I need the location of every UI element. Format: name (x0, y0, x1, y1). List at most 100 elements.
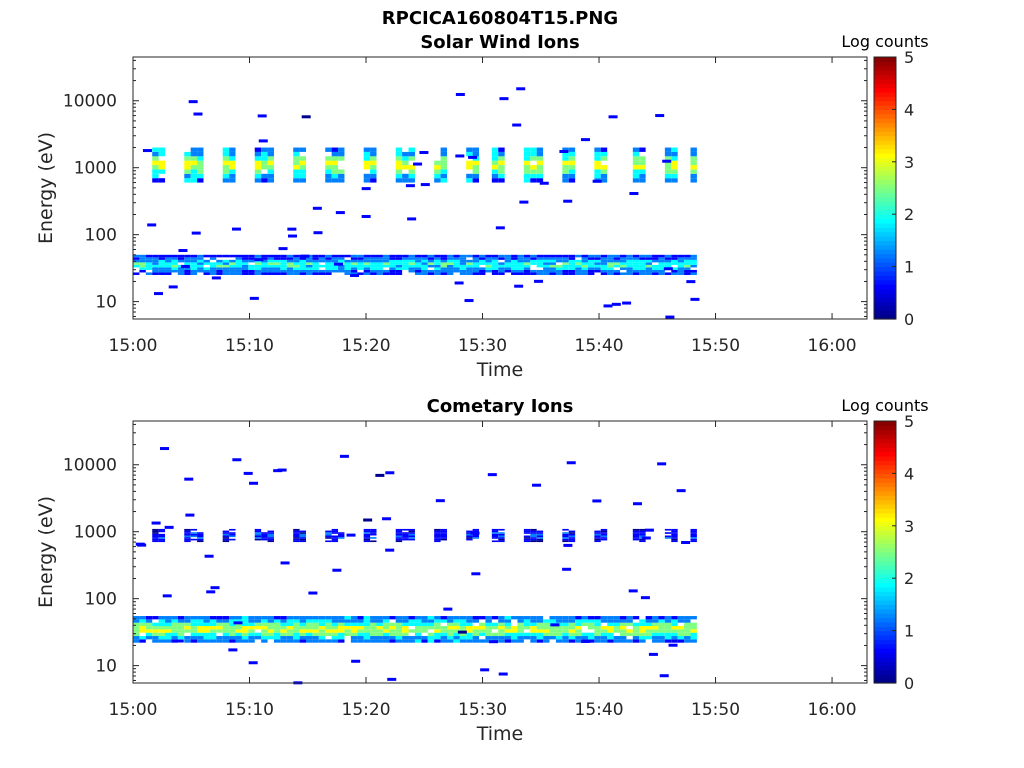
heatmap-cell (376, 616, 383, 620)
heatmap-cell (632, 264, 640, 268)
heatmap-cell (261, 267, 268, 270)
heatmap-cell (350, 269, 358, 273)
heatmap-cell (139, 262, 146, 265)
heatmap-cell (312, 639, 319, 643)
colorbar-segment (874, 288, 896, 294)
heatmap-cell (568, 254, 576, 258)
heatmap-cell (472, 629, 480, 633)
heatmap-cell (523, 264, 531, 268)
heatmap-cell (464, 299, 474, 303)
heatmap-cell (261, 622, 268, 627)
heatmap-cell (152, 532, 159, 534)
heatmap-cell (261, 533, 268, 536)
heatmap-cell (511, 272, 518, 275)
heatmap-cell (626, 259, 633, 263)
heatmap-cell (363, 264, 371, 268)
heatmap-cell (671, 530, 678, 533)
heatmap-cell (414, 269, 422, 273)
heatmap-cell (575, 254, 582, 258)
colorbar-tick-label: 0 (904, 310, 914, 329)
heatmap-cell (382, 257, 390, 260)
heatmap-cell (664, 257, 672, 260)
heatmap-cell (459, 259, 467, 263)
heatmap-cell (446, 269, 454, 273)
heatmap-cell (626, 272, 633, 275)
colorbar-segment (874, 656, 896, 662)
heatmap-cell (171, 636, 178, 640)
heatmap-cell (632, 622, 640, 627)
heatmap-cell (158, 169, 166, 174)
heatmap-cell (273, 629, 281, 633)
heatmap-cell (280, 632, 287, 637)
heatmap-cell (536, 160, 544, 166)
heatmap-cell (594, 254, 601, 258)
heatmap-cell (363, 165, 371, 170)
heatmap-cell (472, 173, 480, 179)
heatmap-cell (543, 267, 550, 270)
heatmap-cell (440, 269, 447, 273)
heatmap-cell (632, 636, 640, 640)
heatmap-cell (523, 147, 531, 152)
heatmap-cell (562, 632, 569, 637)
heatmap-cell (632, 178, 640, 183)
heatmap-cell (523, 160, 531, 166)
heatmap-cell (594, 622, 601, 627)
heatmap-cell (190, 269, 198, 273)
heatmap-cell (648, 652, 658, 656)
heatmap-cell (498, 147, 505, 152)
heatmap-cell (312, 264, 319, 268)
heatmap-cell (229, 178, 236, 183)
heatmap-cell (427, 272, 435, 275)
heatmap-cell (434, 622, 441, 627)
heatmap-cell (152, 616, 159, 620)
heatmap-cell (395, 636, 403, 640)
heatmap-cell (575, 267, 582, 270)
colorbar-segment (874, 227, 896, 233)
heatmap-cell (267, 537, 274, 539)
heatmap-cell (498, 262, 505, 265)
heatmap-cell (511, 632, 518, 637)
heatmap-cell (152, 160, 159, 166)
heatmap-cell (421, 254, 428, 258)
heatmap-cell (152, 535, 159, 538)
heatmap-cell (434, 636, 441, 640)
heatmap-cell (165, 264, 172, 268)
colorbar-segment (874, 503, 896, 509)
heatmap-cell (511, 254, 518, 258)
heatmap-cell (190, 272, 198, 275)
colorbar-segment (874, 70, 896, 76)
heatmap-cell (671, 169, 678, 174)
heatmap-cell (686, 280, 696, 284)
heatmap-cell (511, 626, 518, 630)
heatmap-cell (165, 626, 172, 630)
heatmap-cell (459, 622, 467, 627)
heatmap-cell (350, 636, 358, 640)
heatmap-cell (434, 272, 441, 275)
heatmap-cell (628, 589, 638, 593)
heatmap-cell (645, 619, 653, 623)
colorbar-segment (874, 442, 896, 448)
heatmap-cell (671, 540, 678, 543)
heatmap-cell (498, 257, 505, 260)
heatmap-cell (530, 530, 537, 533)
colorbar-segment (874, 222, 896, 228)
heatmap-cell (299, 272, 307, 275)
colorbar-segment (874, 634, 896, 640)
heatmap-cell (517, 632, 524, 637)
heatmap-cell (684, 267, 691, 270)
heatmap-cell (677, 629, 685, 633)
heatmap-cell (389, 269, 396, 273)
heatmap-cell (639, 169, 646, 174)
heatmap-cell (382, 269, 390, 273)
heatmap-cell (421, 639, 428, 643)
heatmap-cell (395, 632, 403, 637)
heatmap-cell (338, 259, 345, 263)
colorbar-segment (874, 109, 896, 115)
heatmap-cell (632, 626, 640, 630)
heatmap-cell (273, 639, 281, 643)
heatmap-cell (664, 160, 672, 166)
colorbar-segment (874, 669, 896, 675)
heatmap-cell (184, 626, 191, 630)
heatmap-cell (293, 264, 300, 268)
heatmap-cell (402, 537, 409, 539)
